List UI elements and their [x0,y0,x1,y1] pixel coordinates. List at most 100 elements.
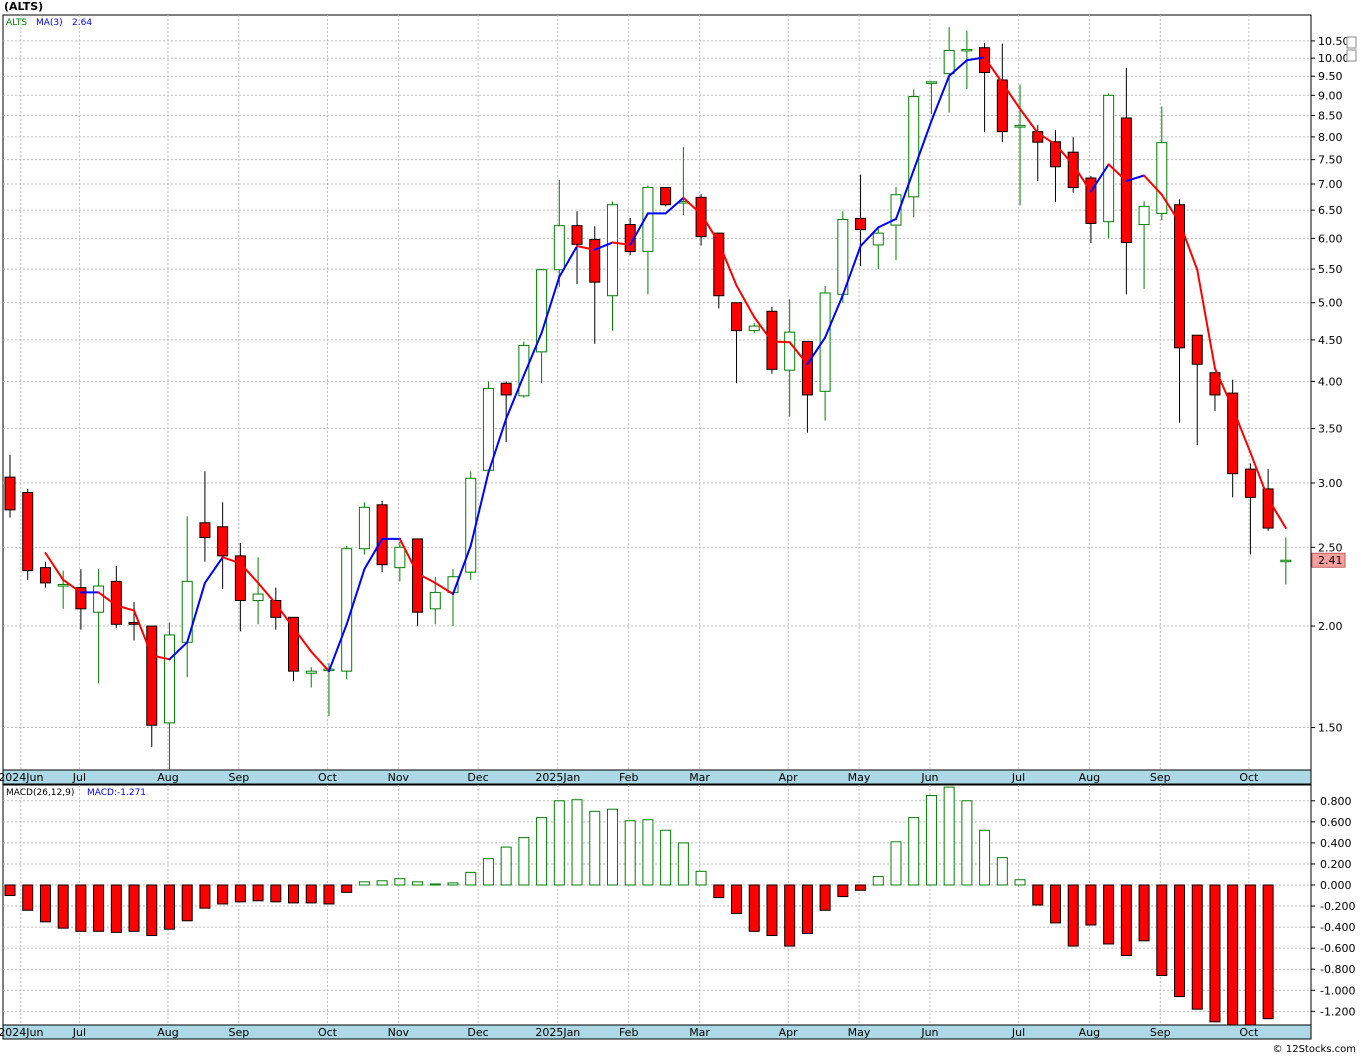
ma3-line-segment [1036,131,1057,146]
macd-bar-negative [1191,884,1203,1010]
candle-body-up [1280,559,1292,563]
macd-bar-positive [500,846,512,886]
ma3-line-segment [44,551,65,581]
macd-x-tick-label: Dec [467,1026,488,1039]
candle-body-up [642,187,654,253]
ma3-line-segment [1213,367,1234,410]
price-y-tick-label: 5.00 [1318,297,1343,310]
candle-body-up [536,269,548,353]
price-legend-symbol: ALTS [6,18,27,28]
price-y-tick-label: 10.50 [1318,35,1350,48]
macd-bar-negative [837,884,849,898]
candle-body-down [996,79,1008,133]
price-x-tick-label: Apr [779,771,799,784]
macd-bar-negative [819,884,831,911]
scroll-arrows[interactable] [1346,36,1357,62]
price-y-tick-label: 9.00 [1318,89,1343,102]
ma3-line-segment [150,654,171,661]
macd-x-tick-label: Mar [689,1026,710,1039]
ma3-line-segment [133,609,153,657]
price-y-tick-label: 9.50 [1318,70,1343,83]
candle-body-down [1191,334,1203,365]
macd-bar-positive [589,810,601,886]
candle-body-down [39,567,51,584]
macd-bar-negative [128,884,140,932]
ma3-line-segment [895,169,915,220]
ma3-line-segment [1143,174,1163,196]
macd-bar-positive [553,800,565,886]
macd-y-tick-label: -1.000 [1320,984,1355,997]
candle-body-down [1209,372,1221,396]
macd-bar-negative [748,884,760,932]
macd-bar-positive [908,817,920,886]
ma3-line-segment [97,591,118,607]
macd-bar-positive [412,881,424,886]
candle-body-down [500,382,512,396]
ma3-line-segment [221,556,242,565]
macd-legend-value: MACD:-1.271 [87,788,146,798]
candle-body-up [748,325,760,332]
macd-x-tick-label: Oct [1239,1026,1259,1039]
price-x-tick-label: Feb [619,771,638,784]
macd-bar-positive [376,880,388,886]
candle-body-down [128,622,140,625]
ma3-line-segment [239,562,260,584]
ma3-line-segment [1196,268,1216,370]
ma3-line-segment [1125,174,1146,182]
macd-legend-label: MACD(26,12,9) [6,788,74,798]
ma3-line-segment [203,556,224,584]
ma3-line-segment [1089,163,1110,193]
ma3-line-segment [753,316,773,343]
price-y-tick-label: 6.00 [1318,232,1343,245]
macd-bar-positive [624,820,636,886]
price-x-tick-label: Jun [920,771,938,784]
macd-y-tick-label: 0.400 [1320,837,1352,850]
macd-bar-negative [323,884,335,905]
price-y-tick-label: 3.50 [1318,423,1343,436]
macd-panel [2,784,1312,1026]
macd-bar-negative [234,884,246,903]
macd-y-tick-label: 0.200 [1320,858,1352,871]
candle-body-up [305,670,317,674]
ma3-line-segment [115,604,136,612]
macd-y-tick-label: 0.000 [1320,879,1352,892]
candle-body-down [376,504,388,566]
ma3-line-segment [1231,407,1252,454]
macd-bar-negative [1156,884,1168,977]
macd-x-tick-label: Jul [72,1026,86,1039]
macd-bar-negative [4,884,16,897]
ma3-line-segment [806,336,827,366]
candle-body-down [695,196,707,238]
macd-bar-positive [872,876,884,886]
candle-body-down [22,492,34,572]
ma3-line-segment [540,275,561,334]
price-x-tick-label: 2025Jan [535,771,580,784]
price-x-tick-label: Jul [1011,771,1025,784]
ma3-line-segment [1001,81,1022,110]
macd-x-tick-label: Oct [318,1026,338,1039]
ma3-line-segment [1019,107,1039,134]
macd-bar-positive [536,817,548,886]
candle-body-down [217,526,229,557]
candle-body-down [146,625,158,726]
price-y-tick-label: 3.00 [1318,477,1343,490]
ma3-line-segment [452,544,472,596]
price-x-tick-label: Oct [1239,771,1259,784]
candle-body-down [1049,141,1061,168]
candle-body-up [358,506,370,550]
ma3-line-segment [576,245,596,251]
macd-bar-negative [1103,884,1115,945]
ma3-line-segment [292,626,313,653]
macd-bar-negative [146,884,158,937]
candle-body-up [908,95,920,198]
candle-body-up [872,232,884,246]
candle-body-up [93,585,105,613]
ma3-line-segment [965,56,986,62]
macd-bar-positive [695,870,707,886]
candle-body-up [57,583,69,587]
candle-body-up [819,292,831,392]
macd-bar-negative [252,884,264,902]
ma3-line-segment [824,294,844,339]
candle-body-up [1014,125,1026,128]
ma3-line-segment [700,212,720,244]
